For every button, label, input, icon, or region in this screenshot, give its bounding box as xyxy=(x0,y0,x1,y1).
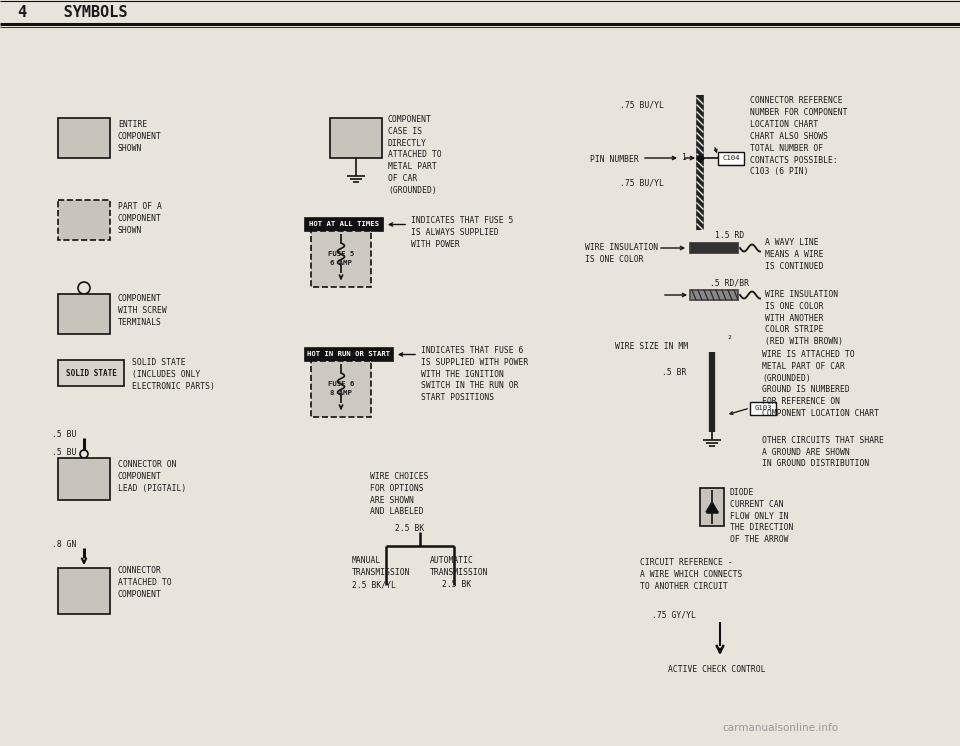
Bar xyxy=(330,118,382,158)
Text: INDICATES THAT FUSE 5
IS ALWAYS SUPPLIED
WITH POWER: INDICATES THAT FUSE 5 IS ALWAYS SUPPLIED… xyxy=(411,216,514,248)
Text: PIN NUMBER: PIN NUMBER xyxy=(590,155,638,164)
Text: ENTIRE
COMPONENT
SHOWN: ENTIRE COMPONENT SHOWN xyxy=(118,120,162,153)
Text: .75 GY/YL: .75 GY/YL xyxy=(652,610,696,619)
Bar xyxy=(58,458,110,500)
Text: .8 GN: .8 GN xyxy=(52,540,77,549)
Text: CHART ALSO SHOWS
TOTAL NUMBER OF
CONTACTS POSSIBLE:
C103 (6 PIN): CHART ALSO SHOWS TOTAL NUMBER OF CONTACT… xyxy=(750,132,838,176)
Text: FUSE 6: FUSE 6 xyxy=(328,381,354,387)
Text: carmanualsonline.info: carmanualsonline.info xyxy=(722,723,838,733)
Text: 4    SYMBOLS: 4 SYMBOLS xyxy=(18,5,128,20)
Text: WIRE INSULATION
IS ONE COLOR: WIRE INSULATION IS ONE COLOR xyxy=(585,243,659,264)
Text: .5 BR: .5 BR xyxy=(662,368,686,377)
Bar xyxy=(311,231,371,287)
Bar xyxy=(305,348,393,361)
Bar xyxy=(58,568,110,614)
Bar xyxy=(700,488,724,526)
Text: 6 AMP: 6 AMP xyxy=(330,260,352,266)
Text: INDICATES THAT FUSE 6
IS SUPPLIED WITH POWER
WITH THE IGNITION
SWITCH IN THE RUN: INDICATES THAT FUSE 6 IS SUPPLIED WITH P… xyxy=(421,346,528,402)
Text: WIRE CHOICES
FOR OPTIONS
ARE SHOWN
AND LABELED: WIRE CHOICES FOR OPTIONS ARE SHOWN AND L… xyxy=(370,472,428,516)
Text: CONNECTOR ON
COMPONENT
LEAD (PIGTAIL): CONNECTOR ON COMPONENT LEAD (PIGTAIL) xyxy=(118,460,186,492)
Text: PART OF A
COMPONENT
SHOWN: PART OF A COMPONENT SHOWN xyxy=(118,202,162,234)
Text: CONNECTOR
ATTACHED TO
COMPONENT: CONNECTOR ATTACHED TO COMPONENT xyxy=(118,566,172,598)
Text: WIRE SIZE IN MM: WIRE SIZE IN MM xyxy=(615,342,688,351)
Text: 1.5 RD: 1.5 RD xyxy=(715,231,745,240)
Text: SOLID STATE: SOLID STATE xyxy=(65,369,116,377)
Text: COMPONENT
CASE IS
DIRECTLY
ATTACHED TO
METAL PART
OF CAR
(GROUNDED): COMPONENT CASE IS DIRECTLY ATTACHED TO M… xyxy=(388,115,442,195)
Text: WIRE IS ATTACHED TO
METAL PART OF CAR
(GROUNDED)
GROUND IS NUMBERED
FOR REFERENC: WIRE IS ATTACHED TO METAL PART OF CAR (G… xyxy=(762,350,879,418)
Text: G103: G103 xyxy=(755,406,772,412)
Bar xyxy=(690,290,738,300)
Polygon shape xyxy=(706,502,718,512)
Bar xyxy=(690,243,738,253)
Text: CIRCUIT REFERENCE -
A WIRE WHICH CONNECTS
TO ANOTHER CIRCUIT: CIRCUIT REFERENCE - A WIRE WHICH CONNECT… xyxy=(640,558,742,591)
Text: .75 BU/YL: .75 BU/YL xyxy=(620,100,664,109)
Text: 2.5 BK: 2.5 BK xyxy=(442,580,471,589)
Text: DIODE
CURRENT CAN
FLOW ONLY IN
THE DIRECTION
OF THE ARROW: DIODE CURRENT CAN FLOW ONLY IN THE DIREC… xyxy=(730,488,793,544)
Text: .5 BU: .5 BU xyxy=(52,448,77,457)
Text: HOT AT ALL TIMES: HOT AT ALL TIMES xyxy=(309,222,379,228)
Text: OTHER CIRCUITS THAT SHARE
A GROUND ARE SHOWN
IN GROUND DISTRIBUTION: OTHER CIRCUITS THAT SHARE A GROUND ARE S… xyxy=(762,424,884,468)
Text: .5 BU: .5 BU xyxy=(52,430,77,439)
Text: 2.5 BK/YL: 2.5 BK/YL xyxy=(352,580,396,589)
Bar xyxy=(305,218,383,231)
Text: 8 AMP: 8 AMP xyxy=(330,390,352,396)
Bar xyxy=(750,402,776,415)
Text: COMPONENT
WITH SCREW
TERMINALS: COMPONENT WITH SCREW TERMINALS xyxy=(118,294,167,327)
Text: SOLID STATE
(INCLUDES ONLY
ELECTRONIC PARTS): SOLID STATE (INCLUDES ONLY ELECTRONIC PA… xyxy=(132,358,215,391)
Text: 2.5 BK: 2.5 BK xyxy=(396,524,424,533)
Bar xyxy=(58,200,110,240)
Text: .5 RD/BR: .5 RD/BR xyxy=(710,279,750,288)
Text: MANUAL
TRANSMISSION: MANUAL TRANSMISSION xyxy=(352,556,411,577)
Bar xyxy=(311,361,371,417)
Text: HOT IN RUN OR START: HOT IN RUN OR START xyxy=(307,351,391,357)
Bar xyxy=(58,294,110,334)
Text: A WAVY LINE
MEANS A WIRE
IS CONTINUED: A WAVY LINE MEANS A WIRE IS CONTINUED xyxy=(765,238,824,271)
Bar xyxy=(718,152,744,165)
Bar xyxy=(58,360,124,386)
Text: FUSE 5: FUSE 5 xyxy=(328,251,354,257)
Bar xyxy=(58,118,110,158)
Text: CONNECTOR REFERENCE
NUMBER FOR COMPONENT
LOCATION CHART: CONNECTOR REFERENCE NUMBER FOR COMPONENT… xyxy=(750,96,848,128)
Text: .75 BU/YL: .75 BU/YL xyxy=(620,178,664,187)
Text: WIRE INSULATION
IS ONE COLOR
WITH ANOTHER
COLOR STRIPE
(RED WITH BROWN): WIRE INSULATION IS ONE COLOR WITH ANOTHE… xyxy=(765,290,843,346)
Text: 2: 2 xyxy=(727,335,731,340)
Text: 1: 1 xyxy=(682,154,686,163)
Text: ACTIVE CHECK CONTROL: ACTIVE CHECK CONTROL xyxy=(668,665,765,674)
Text: C104: C104 xyxy=(722,155,740,161)
Text: AUTOMATIC
TRANSMISSION: AUTOMATIC TRANSMISSION xyxy=(430,556,489,577)
